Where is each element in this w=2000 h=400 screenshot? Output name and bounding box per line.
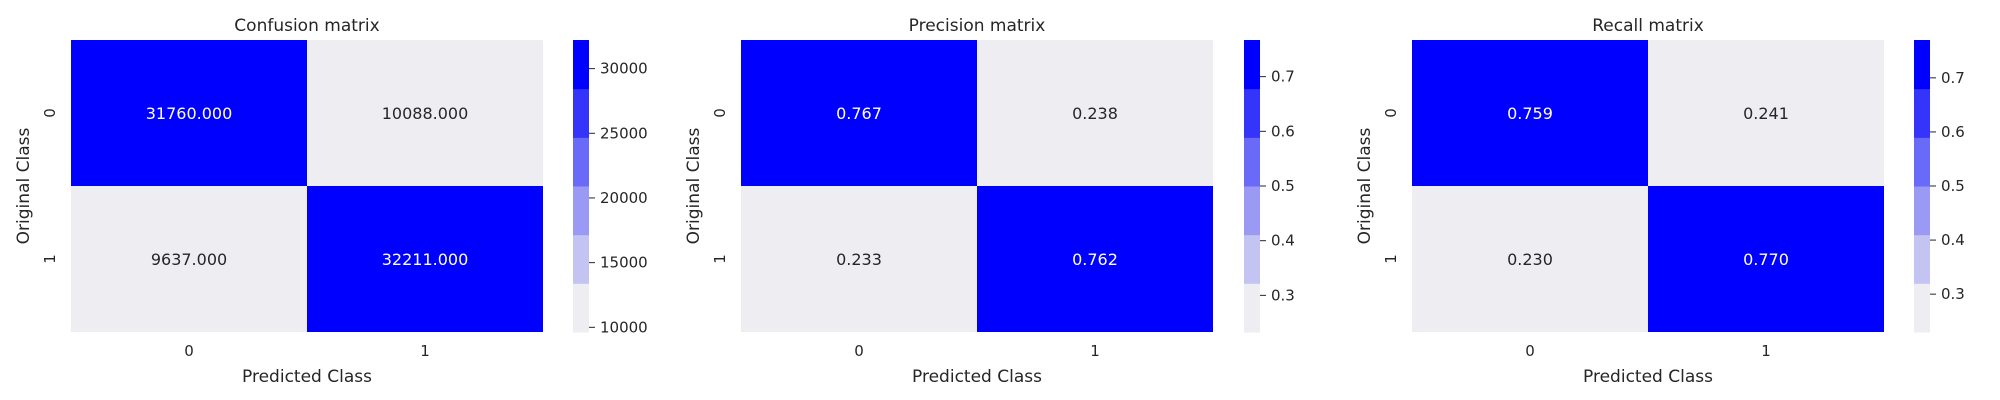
y-tick-label: 0 <box>41 108 59 118</box>
cell-value-label: 0.767 <box>836 104 882 123</box>
colorbar-tick-label: 25000 <box>600 124 648 142</box>
x-tick-label: 1 <box>1761 342 1771 360</box>
chart-title: Precision matrix <box>909 16 1046 36</box>
colorbar: 0.3 0.4 0.5 0.6 0.7 <box>1914 40 1965 333</box>
colorbar-tick-label: 0.7 <box>1941 69 1965 87</box>
y-axis-label: Original Class <box>684 128 704 245</box>
colorbar-segment <box>1914 186 1930 236</box>
colorbar-tick-label: 20000 <box>600 189 648 207</box>
colorbar-segment <box>573 234 589 284</box>
colorbar-segment <box>1914 283 1930 333</box>
x-tick-label: 0 <box>1525 342 1535 360</box>
heatmap-cell <box>71 186 307 332</box>
heatmap-panel-0: Confusion matrix 31760.000 10088.000 9637.0… <box>14 16 648 387</box>
colorbar-segment <box>1244 283 1260 333</box>
colorbar-segment <box>1914 88 1930 138</box>
cell-value-label: 0.770 <box>1743 250 1789 269</box>
heatmap-panel-2: Recall matrix 0.759 0.241 0.230 0.770 0 1 Predi… <box>1355 16 1965 387</box>
colorbar-segment <box>1244 186 1260 236</box>
cell-value-label: 0.233 <box>836 250 882 269</box>
colorbar-segment <box>573 137 589 187</box>
colorbar-segment <box>573 283 589 333</box>
colorbar-segment <box>1914 40 1930 90</box>
x-axis-label: Predicted Class <box>912 367 1042 387</box>
heatmap-cell <box>1648 40 1884 186</box>
x-axis-label: Predicted Class <box>1583 367 1713 387</box>
y-tick-label: 0 <box>1382 108 1400 118</box>
colorbar-segment <box>1914 234 1930 284</box>
colorbar: 10000 15000 20000 25000 30000 <box>573 40 648 336</box>
heatmap-cell <box>71 40 307 186</box>
cell-value-label: 32211.000 <box>382 250 469 269</box>
heatmap-cell <box>977 186 1213 332</box>
colorbar-tick-label: 30000 <box>600 60 648 78</box>
cell-value-label: 0.238 <box>1072 104 1118 123</box>
colorbar-segment <box>1244 234 1260 284</box>
y-tick-label: 1 <box>41 254 59 264</box>
colorbar-segment <box>573 186 589 236</box>
y-tick-label: 1 <box>711 254 729 264</box>
y-axis-label: Original Class <box>14 128 34 245</box>
colorbar-tick-label: 0.5 <box>1941 177 1965 195</box>
colorbar-segment <box>1244 137 1260 187</box>
colorbar-tick-label: 0.4 <box>1941 231 1965 249</box>
cell-value-label: 0.241 <box>1743 104 1789 123</box>
heatmap-cell <box>307 40 543 186</box>
colorbar-tick-label: 0.5 <box>1271 177 1295 195</box>
colorbar-tick-label: 0.6 <box>1941 123 1965 141</box>
colorbar-tick-label: 10000 <box>600 318 648 336</box>
cell-value-label: 0.759 <box>1507 104 1553 123</box>
heatmap-cell <box>741 186 977 332</box>
heatmap-panel-1: Precision matrix 0.767 0.238 0.233 0.762 0 1 Pr… <box>684 16 1295 387</box>
cell-value-label: 0.230 <box>1507 250 1553 269</box>
cell-value-label: 0.762 <box>1072 250 1118 269</box>
colorbar-tick-label: 15000 <box>600 254 648 272</box>
chart-title: Confusion matrix <box>234 16 379 36</box>
cell-value-label: 9637.000 <box>151 250 227 269</box>
heatmap-cell <box>977 40 1213 186</box>
x-tick-label: 1 <box>1090 342 1100 360</box>
heatmap-cell <box>741 40 977 186</box>
colorbar: 0.3 0.4 0.5 0.6 0.7 <box>1244 40 1295 333</box>
heatmap-cell <box>1412 186 1648 332</box>
y-tick-label: 0 <box>711 108 729 118</box>
heatmap-cell <box>1412 40 1648 186</box>
cell-value-label: 10088.000 <box>382 104 469 123</box>
heatmap-cell <box>307 186 543 332</box>
colorbar-segment <box>1244 88 1260 138</box>
x-tick-label: 0 <box>854 342 864 360</box>
colorbar-segment <box>1914 137 1930 187</box>
colorbar-tick-label: 0.6 <box>1271 122 1295 140</box>
colorbar-tick-label: 0.3 <box>1271 286 1295 304</box>
y-axis-label: Original Class <box>1355 128 1375 245</box>
x-tick-label: 0 <box>184 342 194 360</box>
x-tick-label: 1 <box>420 342 430 360</box>
colorbar-tick-label: 0.7 <box>1271 68 1295 86</box>
colorbar-tick-label: 0.4 <box>1271 232 1295 250</box>
colorbar-segment <box>1244 40 1260 90</box>
colorbar-segment <box>573 40 589 90</box>
y-tick-label: 1 <box>1382 254 1400 264</box>
x-axis-label: Predicted Class <box>242 367 372 387</box>
colorbar-tick-label: 0.3 <box>1941 285 1965 303</box>
colorbar-segment <box>573 88 589 138</box>
chart-title: Recall matrix <box>1592 16 1704 36</box>
heatmap-cell <box>1648 186 1884 332</box>
cell-value-label: 31760.000 <box>146 104 233 123</box>
